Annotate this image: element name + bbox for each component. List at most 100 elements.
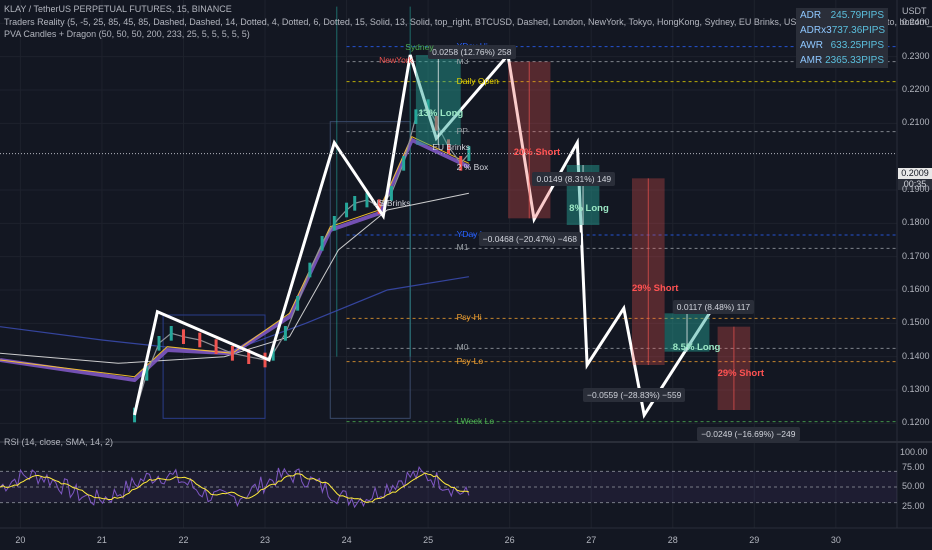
time-tick-label: 23 <box>260 535 271 545</box>
level-label: M3 <box>456 55 469 66</box>
rsi-sma-line <box>0 472 470 503</box>
position-measure: −0.0468 (−20.47%) −468 <box>478 231 581 246</box>
price-candle <box>402 156 406 171</box>
price-candle <box>181 329 185 344</box>
rsi-title[interactable]: RSI (14, close, SMA, 14, 2) <box>4 437 114 447</box>
price-tick-label: 0.1900 <box>902 184 930 194</box>
price-candle <box>434 116 438 131</box>
price-tick-label: 0.1800 <box>902 217 930 228</box>
position-label[interactable]: 29% Short <box>631 283 679 295</box>
ema-long <box>0 276 469 354</box>
stat-label: AMR <box>800 55 823 66</box>
indicator-pva-candles[interactable]: PVA Candles + Dragon (50, 50, 50, 200, 2… <box>4 29 250 39</box>
price-tick-label: 0.1400 <box>902 350 930 361</box>
price-tick-label: 0.2400 <box>902 17 930 28</box>
stat-value: 245.79PIPS <box>830 10 884 21</box>
price-candle <box>389 186 393 201</box>
rsi-tick-100: 100.00 <box>900 447 928 457</box>
position-label[interactable]: 8.5% Long <box>672 341 721 353</box>
price-candle <box>447 139 450 154</box>
price-candle <box>377 199 381 214</box>
stat-row: AMR 2365.33PIPS <box>796 53 888 68</box>
price-candle <box>247 349 251 364</box>
position-measure: 0.0149 (8.31%) 149 <box>532 171 616 186</box>
indicator-traders-reality[interactable]: Traders Reality (5, -5, 25, 85, 45, 85, … <box>4 17 932 27</box>
position-measure: −0.0249 (−16.69%) −249 <box>697 426 800 441</box>
currency-label: USDT <box>902 6 927 16</box>
price-tick-label: 0.2300 <box>902 50 930 61</box>
rsi-line <box>0 466 470 509</box>
price-candle <box>332 216 336 231</box>
level-label: Psy-Hi <box>456 312 482 323</box>
price-candle <box>283 326 287 341</box>
rsi-tick-label: 50.00 <box>902 481 925 491</box>
time-tick-label: 20 <box>15 535 26 545</box>
price-candle <box>414 109 418 124</box>
session-label-extra: 2 % Box <box>456 161 489 172</box>
stat-label: AWR <box>800 40 823 51</box>
level-label: LWeek Lo <box>456 415 495 426</box>
session-label-sydney: Sydney <box>405 41 434 52</box>
time-tick-label: 24 <box>341 535 352 545</box>
countdown-tag: 00:35 <box>898 179 932 190</box>
stat-row: AWR 633.25PIPS <box>796 38 888 53</box>
time-tick-label: 28 <box>667 535 678 545</box>
position-label[interactable]: 8% Long <box>569 203 609 215</box>
stat-label: ADR <box>800 10 822 21</box>
price-candle <box>320 236 324 251</box>
position-measure: −0.0559 (−28.83%) −559 <box>583 388 686 403</box>
rsi-tick-label: 75.00 <box>902 461 925 472</box>
price-candle <box>169 326 173 341</box>
time-tick-label: 21 <box>96 535 107 545</box>
price-tick-label: 0.1600 <box>902 284 930 294</box>
time-tick-label: 30 <box>830 535 841 545</box>
price-candle <box>345 202 349 218</box>
price-tick-label: 0.1500 <box>902 317 930 328</box>
price-candle <box>353 196 357 211</box>
price-tick-label: 0.2200 <box>902 84 930 94</box>
price-candle <box>426 99 430 114</box>
stat-row: ADRx3 737.36PIPS <box>796 23 888 38</box>
level-label: M0 <box>456 342 469 353</box>
price-candle <box>214 339 218 354</box>
chart-title: KLAY / TetherUS PERPETUAL FUTURES, 15, B… <box>4 4 232 14</box>
position-measure: 0.0258 (12.76%) 258 <box>428 45 516 59</box>
price-candle <box>308 262 312 278</box>
time-tick-label: 25 <box>423 535 434 545</box>
time-tick-label: 22 <box>178 535 189 545</box>
price-candle <box>157 336 161 351</box>
price-series-line <box>133 105 470 416</box>
current-price-tag: 0.2009 <box>898 168 932 179</box>
position-label[interactable]: 29% Short <box>717 368 765 380</box>
level-label: YDay Lo <box>456 229 490 239</box>
price-tick-label: 0.1700 <box>902 250 930 261</box>
price-tick-label: 0.1300 <box>902 384 930 394</box>
adr-stats-table: ADR 245.79PIPS ADRx3 737.36PIPS AWR 633.25P… <box>796 8 888 68</box>
price-tick-label: 0.1200 <box>902 417 930 428</box>
time-tick-label: 27 <box>586 535 597 545</box>
price-candle <box>263 352 267 368</box>
level-label: M1 <box>456 242 469 253</box>
price-candle <box>230 346 234 361</box>
price-candle <box>459 156 463 171</box>
session-label-us-brinks: US Brinks <box>372 198 411 209</box>
price-candle <box>296 296 300 311</box>
position-label[interactable]: 20% Short <box>513 146 561 158</box>
price-candle <box>271 346 275 361</box>
rsi-tick-label: 25.00 <box>902 500 925 511</box>
price-candle <box>365 192 369 208</box>
rsi-band <box>0 471 897 503</box>
stat-value: 633.25PIPS <box>830 40 884 51</box>
position-measure: 0.0117 (8.48%) 117 <box>672 300 755 314</box>
stat-label: ADRx3 <box>800 25 832 36</box>
price-candle <box>198 332 202 348</box>
level-label: Daily Open <box>456 75 499 86</box>
position-label[interactable]: 13% Long <box>418 108 464 120</box>
level-label: Psy-Lo <box>456 355 484 366</box>
projection-path <box>133 51 711 419</box>
ema-medium <box>0 192 470 364</box>
time-tick-label: 29 <box>749 535 760 545</box>
